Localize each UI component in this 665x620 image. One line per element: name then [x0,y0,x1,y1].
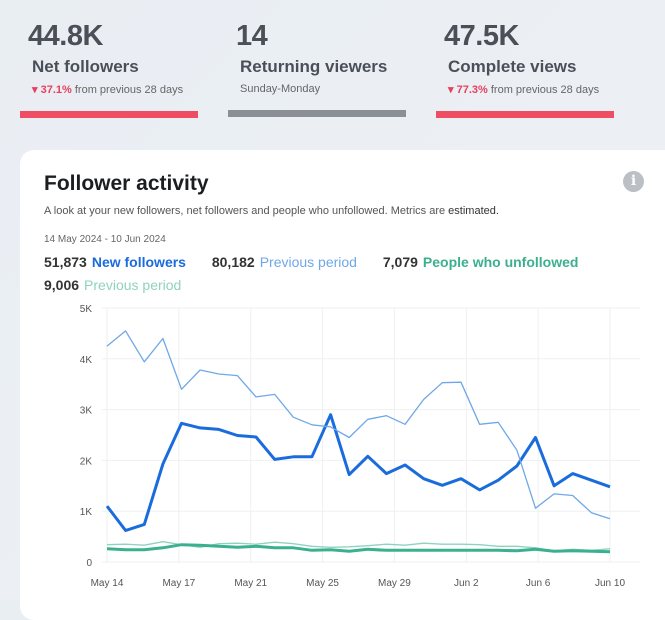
y-tick-label: 1K [80,507,93,518]
stat-net-followers[interactable]: 44.8K Net followers ▾ 37.1% from previou… [20,20,198,118]
legend-label: Previous period [84,277,182,293]
legend-count: 7,079 [382,254,418,270]
x-tick-label: May 14 [91,578,124,589]
legend-count: 51,873 [44,254,87,270]
x-tick-label: May 17 [162,578,195,589]
stat-change: ▾ 37.1% from previous 28 days [32,83,198,96]
legend-label: Previous period [259,254,357,270]
down-arrow-icon: ▾ [32,84,38,96]
legend-count: 9,006 [44,277,80,293]
change-percent: 37.1% [40,84,72,96]
description-text: A look at your new followers, net follow… [44,205,449,217]
x-tick-label: May 21 [234,578,267,589]
stat-sub: Sunday-Monday [240,83,321,95]
info-icon[interactable]: i [623,171,644,192]
stat-label: Returning viewers [240,57,388,76]
date-range: 14 May 2024 - 10 Jun 2024 [44,234,166,245]
stat-complete-views[interactable]: 47.5K Complete views ▾ 77.3% from previo… [436,20,614,118]
legend-label: New followers [91,254,186,270]
card-title: Follower activity [44,172,209,195]
x-tick-label: May 29 [378,578,411,589]
stat-bar [436,111,614,118]
series-line-previous-period [106,330,611,520]
stat-change: ▾ 77.3% from previous 28 days [448,83,614,96]
stat-bar [228,110,406,117]
change-percent: 77.3% [456,84,488,96]
follower-activity-chart: 0 1K 2K 3K 4K 5K May 14 May 17 May 21 May 25 May 2… [80,304,640,589]
legend-count: 80,182 [211,254,255,270]
legend-unfollowed-previous[interactable]: 9,006 Previous period [44,274,181,297]
y-tick-label: 5K [80,304,93,315]
change-text: from previous 28 days [74,84,184,96]
x-tick-label: Jun 10 [595,578,625,589]
y-tick-label: 4K [80,355,93,366]
chart-legend: 51,873 New followers 80,182 Previous perio… [44,251,644,297]
stat-value: 47.5K [444,20,519,52]
down-arrow-icon: ▾ [448,84,454,96]
y-tick-label: 2K [80,456,93,467]
legend-new-followers[interactable]: 51,873 New followers [44,251,186,274]
stat-label: Complete views [448,57,577,76]
legend-label: People who unfollowed [422,254,579,270]
estimated-link[interactable]: estimated. [448,205,499,217]
stat-value: 14 [236,20,268,52]
x-tick-label: Jun 2 [454,578,479,589]
y-tick-label: 0 [86,558,92,569]
card-description: A look at your new followers, net follow… [44,205,499,217]
stat-label: Net followers [32,57,139,76]
legend-unfollowed[interactable]: 7,079 People who unfollowed [383,251,579,274]
stat-bar [20,111,198,118]
series-line-people-who-unfollowed [106,543,611,554]
x-tick-label: May 25 [306,578,339,589]
change-text: from previous 28 days [490,84,600,96]
follower-activity-card: Follower activity i A look at your new f… [20,150,665,620]
legend-previous-period[interactable]: 80,182 Previous period [212,251,357,274]
y-tick-label: 3K [80,406,93,417]
series-line-new-followers [105,413,611,532]
x-tick-label: Jun 6 [526,578,551,589]
stat-value: 44.8K [28,20,103,52]
stat-returning-viewers[interactable]: 14 Returning viewers Sunday-Monday [228,20,406,117]
